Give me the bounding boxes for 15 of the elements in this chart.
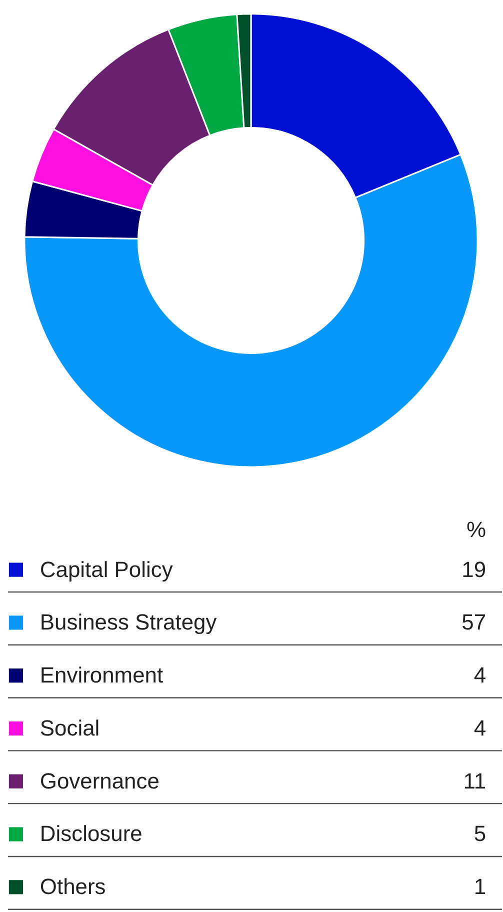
legend-title: % [466, 517, 486, 542]
legend-label: Environment [40, 662, 164, 688]
legend-label: Social [40, 715, 100, 740]
data-label: 19 [462, 556, 486, 582]
legend-label: Disclosure [40, 821, 142, 846]
data-label: 4 [474, 715, 486, 740]
legend-label: Others [40, 874, 106, 900]
data-label: 5 [474, 821, 486, 846]
data-label: 1 [474, 874, 486, 900]
data-label: 57 [462, 610, 486, 635]
legend-label: Capital Policy [40, 556, 173, 582]
legend-label: Business Strategy [40, 610, 217, 635]
data-label: 4 [474, 662, 486, 688]
legend-label: Governance [40, 768, 160, 794]
data-label: 11 [463, 768, 486, 794]
